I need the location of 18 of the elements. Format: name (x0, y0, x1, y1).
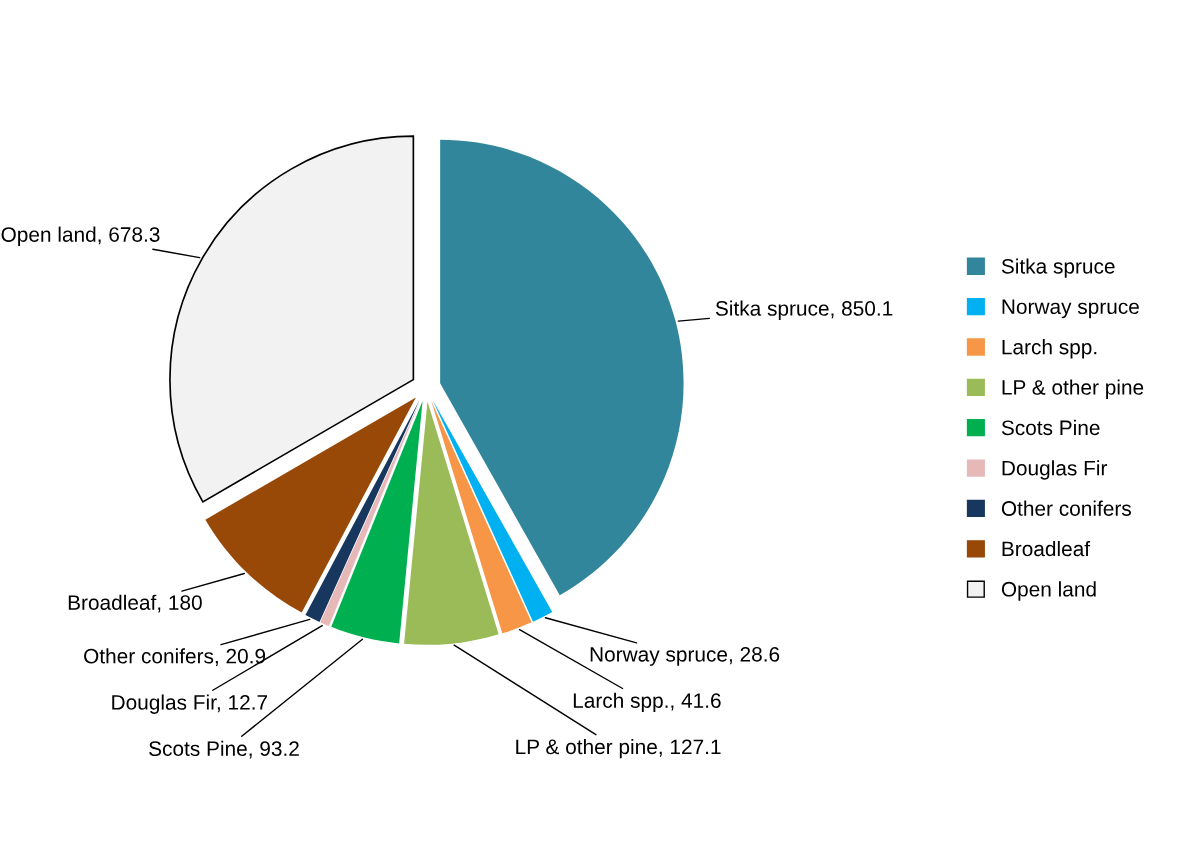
data-label: Douglas Fir, 12.7 (112, 694, 268, 714)
data-label: Broadleaf, 180 (68, 594, 202, 613)
legend-label: LP & other pine (1002, 379, 1144, 399)
legend-label: Broadleaf (1002, 540, 1091, 557)
legend-label: Larch spp. (1002, 339, 1097, 359)
legend-label: Norway spruce (1002, 299, 1139, 319)
data-label: Larch spp., 41.6 (573, 692, 721, 713)
legend-label: Douglas Fir (1002, 460, 1108, 480)
data-label: LP & other pine, 127.1 (516, 738, 721, 759)
legend-label: Other conifers (1001, 500, 1131, 516)
legend-label: Sitka spruce (1001, 258, 1115, 278)
legend-label: Scots Pine (1001, 419, 1100, 436)
data-label: Sitka spruce, 850.1 (715, 300, 893, 320)
data-label: Scots Pine, 93.2 (149, 740, 299, 759)
legend-label: Open land (1001, 581, 1096, 601)
data-label: Norway spruce, 28.6 (590, 646, 780, 666)
data-label: Other conifers, 20.9 (84, 648, 266, 666)
data-label: Open land, 678.3 (1, 226, 160, 246)
